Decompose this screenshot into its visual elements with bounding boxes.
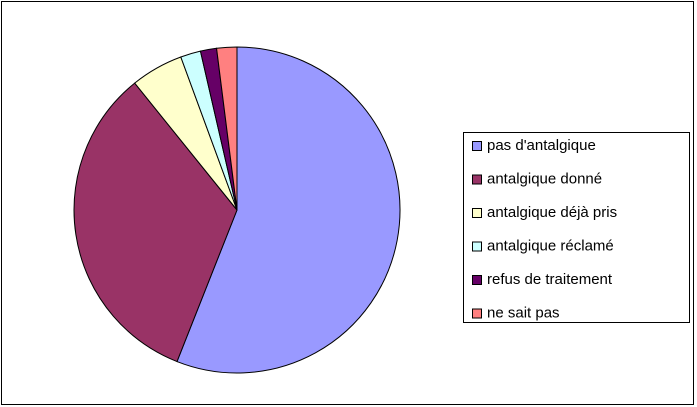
pie-slice: [216, 46, 238, 211]
legend-swatch: [472, 174, 482, 185]
legend-label: antalgique déjà pris: [487, 204, 617, 221]
legend-label: ne sait pas: [487, 304, 560, 321]
legend-swatch: [472, 208, 482, 218]
legend-label: pas d'antalgique: [487, 137, 596, 154]
legend-swatch: [472, 241, 482, 252]
pie-slice: [176, 46, 401, 374]
legend-label: antalgique réclamé: [487, 237, 614, 254]
legend-swatch: [472, 141, 482, 151]
legend-box: [463, 132, 690, 323]
legend-label: refus de traitement: [487, 271, 613, 288]
legend-label: antalgique donné: [487, 170, 602, 187]
pie-slice: [73, 82, 238, 363]
legend-swatch: [472, 275, 482, 285]
legend-swatch: [472, 308, 482, 319]
